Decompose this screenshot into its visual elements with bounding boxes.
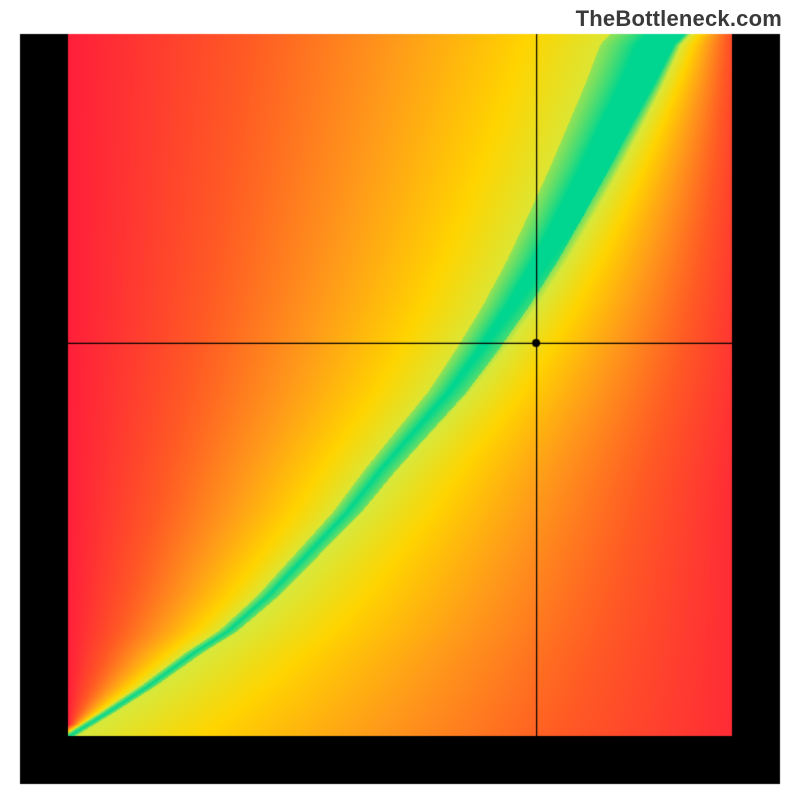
watermark-text: TheBottleneck.com bbox=[576, 6, 782, 32]
chart-container: TheBottleneck.com bbox=[0, 0, 800, 800]
heatmap-canvas bbox=[0, 0, 800, 800]
